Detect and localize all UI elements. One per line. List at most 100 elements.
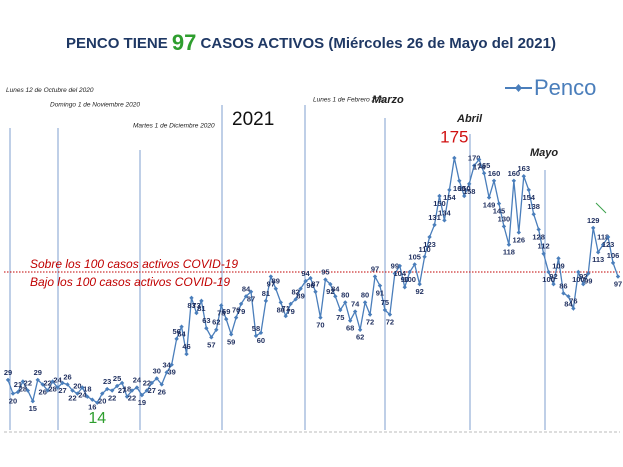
marker [323, 277, 328, 282]
marker [367, 312, 373, 317]
marker [447, 187, 452, 193]
data-label: 57 [207, 340, 215, 349]
data-label: 71 [282, 304, 290, 313]
data-label: 154 [443, 193, 456, 202]
data-label: 97 [614, 280, 622, 289]
marker [134, 385, 140, 390]
marker [531, 212, 536, 217]
marker [471, 163, 477, 168]
marker [328, 281, 333, 287]
data-label: 97 [371, 265, 379, 274]
data-label: 68 [346, 324, 354, 333]
data-label: 28 [19, 384, 27, 393]
marker [204, 326, 209, 331]
marker [164, 370, 169, 375]
marker [149, 380, 155, 386]
legend-marker [515, 84, 522, 92]
marker [268, 274, 274, 279]
data-label: 20 [73, 382, 81, 391]
marker [85, 394, 90, 399]
marker [377, 283, 383, 288]
marker [90, 397, 95, 402]
marker [496, 201, 502, 206]
data-label: 84 [331, 284, 340, 293]
data-label: 81 [197, 304, 205, 313]
data-label: 160 [508, 169, 521, 178]
data-label: 22 [108, 394, 116, 403]
data-label: 34 [163, 360, 172, 369]
data-label: 15 [29, 404, 37, 413]
marker [104, 386, 110, 392]
data-label: 154 [522, 193, 535, 202]
marker [25, 388, 31, 393]
data-label: 95 [321, 268, 329, 277]
marker [129, 388, 135, 393]
data-label: 72 [366, 318, 374, 327]
marker [427, 234, 432, 240]
data-label: 96 [306, 281, 314, 290]
data-label: 26 [158, 387, 166, 396]
data-label: 24 [78, 391, 87, 400]
data-label: 23 [103, 377, 111, 386]
data-label: 163 [518, 164, 531, 173]
marker [15, 389, 21, 395]
annotation: Lunes 12 de Octubre del 2020 [6, 87, 94, 94]
data-label: 72 [386, 318, 394, 327]
marker [5, 377, 11, 383]
data-label: 22 [128, 394, 136, 403]
marker [20, 379, 26, 384]
title-number: 97 [172, 30, 196, 55]
data-label: 26 [63, 372, 71, 381]
data-label: 104 [394, 269, 407, 278]
marker [144, 388, 150, 393]
marker [119, 380, 125, 386]
legend-label: Penco [534, 75, 596, 100]
marker [605, 234, 611, 240]
marker [615, 274, 621, 279]
marker [219, 303, 224, 308]
marker [139, 392, 145, 398]
marker [586, 271, 591, 276]
marker [179, 324, 184, 329]
data-label: 100 [572, 275, 585, 284]
data-label: 22 [24, 379, 32, 388]
data-label: 60 [257, 336, 265, 345]
data-label: 128 [532, 232, 545, 241]
data-label: 74 [351, 300, 360, 309]
data-label: 80 [277, 305, 285, 314]
data-label: 30 [153, 366, 161, 375]
marker [40, 382, 45, 387]
above-text: Sobre los 100 casos activos COVID-19 [30, 257, 238, 271]
marker [506, 242, 512, 247]
marker [343, 300, 348, 305]
marker [546, 269, 551, 275]
marker [293, 297, 298, 302]
marker [303, 278, 308, 284]
data-label: 28 [48, 384, 56, 393]
marker [457, 178, 462, 183]
data-label: 113 [592, 255, 604, 264]
data-label: 89 [296, 292, 304, 301]
marker [278, 300, 283, 305]
data-label: 149 [483, 201, 496, 210]
data-label: 118 [503, 248, 515, 257]
data-label: 29 [34, 368, 42, 377]
title-prefix: PENCO TIENE [66, 35, 168, 52]
data-label: 76 [569, 296, 577, 305]
marker [65, 382, 70, 387]
marker [318, 315, 323, 320]
marker [387, 312, 393, 317]
marker [402, 285, 407, 290]
data-label: 165 [478, 161, 491, 170]
marker [551, 281, 556, 287]
data-label: 21 [14, 380, 22, 389]
data-label: 25 [113, 374, 121, 383]
marker [288, 301, 293, 307]
marker [437, 193, 442, 199]
marker [526, 187, 531, 193]
marker [243, 294, 249, 299]
marker [298, 286, 303, 291]
data-label: 158 [463, 187, 476, 196]
marker [581, 281, 586, 287]
